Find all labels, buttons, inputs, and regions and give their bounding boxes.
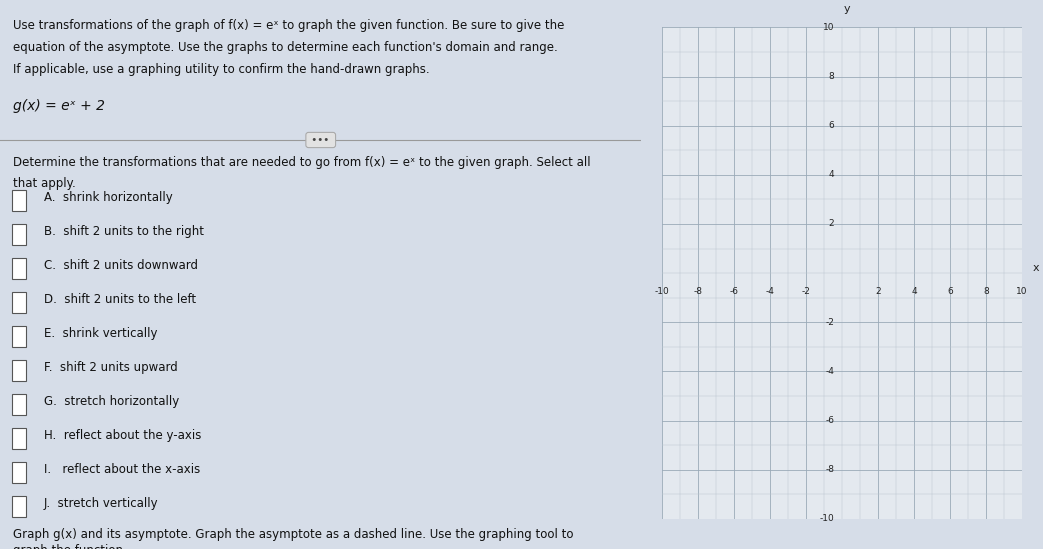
Text: B.  shift 2 units to the right: B. shift 2 units to the right xyxy=(44,225,203,238)
Bar xyxy=(11,496,26,517)
Text: 8: 8 xyxy=(984,287,989,296)
Text: G.  stretch horizontally: G. stretch horizontally xyxy=(44,395,178,408)
Bar xyxy=(11,190,26,211)
Text: -10: -10 xyxy=(655,287,670,296)
Bar xyxy=(11,258,26,279)
Text: D.  shift 2 units to the left: D. shift 2 units to the left xyxy=(44,293,196,306)
Text: graph the function.: graph the function. xyxy=(13,544,126,549)
Bar xyxy=(11,360,26,381)
Bar xyxy=(11,292,26,313)
Text: -6: -6 xyxy=(730,287,738,296)
Text: -8: -8 xyxy=(825,465,834,474)
Text: Determine the transformations that are needed to go from f(x) = eˣ to the given : Determine the transformations that are n… xyxy=(13,156,590,170)
Text: -10: -10 xyxy=(820,514,834,523)
Bar xyxy=(11,326,26,347)
Text: J.  stretch vertically: J. stretch vertically xyxy=(44,497,159,511)
Text: 4: 4 xyxy=(828,170,834,180)
Text: -2: -2 xyxy=(825,318,834,327)
Text: E.  shrink vertically: E. shrink vertically xyxy=(44,327,157,340)
Bar xyxy=(11,428,26,449)
Text: •••: ••• xyxy=(309,135,333,145)
Text: that apply.: that apply. xyxy=(13,177,75,190)
Text: 10: 10 xyxy=(823,23,834,32)
Text: 10: 10 xyxy=(1016,287,1028,296)
Bar xyxy=(11,224,26,245)
Text: -4: -4 xyxy=(766,287,775,296)
Bar xyxy=(11,462,26,483)
Text: -4: -4 xyxy=(825,367,834,376)
Text: I.   reflect about the x-axis: I. reflect about the x-axis xyxy=(44,463,200,477)
Text: y: y xyxy=(844,4,850,14)
Text: x: x xyxy=(1033,263,1040,273)
Text: 6: 6 xyxy=(947,287,953,296)
Text: Use transformations of the graph of f(x) = eˣ to graph the given function. Be su: Use transformations of the graph of f(x)… xyxy=(13,19,564,32)
Text: g(x) = eˣ + 2: g(x) = eˣ + 2 xyxy=(13,99,105,113)
Bar xyxy=(11,394,26,415)
Text: F.  shift 2 units upward: F. shift 2 units upward xyxy=(44,361,177,374)
Text: 2: 2 xyxy=(875,287,881,296)
Text: If applicable, use a graphing utility to confirm the hand-drawn graphs.: If applicable, use a graphing utility to… xyxy=(13,63,430,76)
Text: 4: 4 xyxy=(912,287,917,296)
Text: 8: 8 xyxy=(828,72,834,81)
Text: -6: -6 xyxy=(825,416,834,425)
Text: -8: -8 xyxy=(694,287,703,296)
Text: 2: 2 xyxy=(828,220,834,228)
Text: -2: -2 xyxy=(802,287,810,296)
Text: H.  reflect about the y-axis: H. reflect about the y-axis xyxy=(44,429,201,442)
Text: 6: 6 xyxy=(828,121,834,130)
Text: C.  shift 2 units downward: C. shift 2 units downward xyxy=(44,259,197,272)
Text: Graph g(x) and its asymptote. Graph the asymptote as a dashed line. Use the grap: Graph g(x) and its asymptote. Graph the … xyxy=(13,528,574,541)
Text: A.  shrink horizontally: A. shrink horizontally xyxy=(44,191,172,204)
Text: equation of the asymptote. Use the graphs to determine each function's domain an: equation of the asymptote. Use the graph… xyxy=(13,41,558,54)
